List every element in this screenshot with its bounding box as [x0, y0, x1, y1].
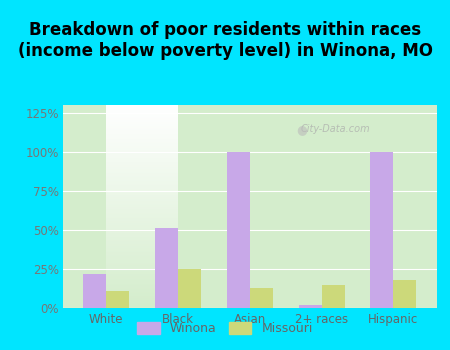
Bar	[178, 269, 201, 308]
Text: City-Data.com: City-Data.com	[301, 124, 370, 134]
Bar	[393, 280, 416, 308]
Bar	[370, 152, 393, 308]
Legend: Winona, Missouri: Winona, Missouri	[132, 317, 318, 340]
Text: ●: ●	[297, 123, 307, 136]
Bar	[106, 291, 129, 308]
Bar	[83, 274, 106, 308]
Bar	[250, 288, 273, 308]
Bar	[299, 305, 322, 308]
Bar	[227, 152, 250, 308]
Text: Breakdown of poor residents within races
(income below poverty level) in Winona,: Breakdown of poor residents within races…	[18, 21, 432, 60]
Bar	[322, 285, 345, 308]
Bar	[155, 228, 178, 308]
